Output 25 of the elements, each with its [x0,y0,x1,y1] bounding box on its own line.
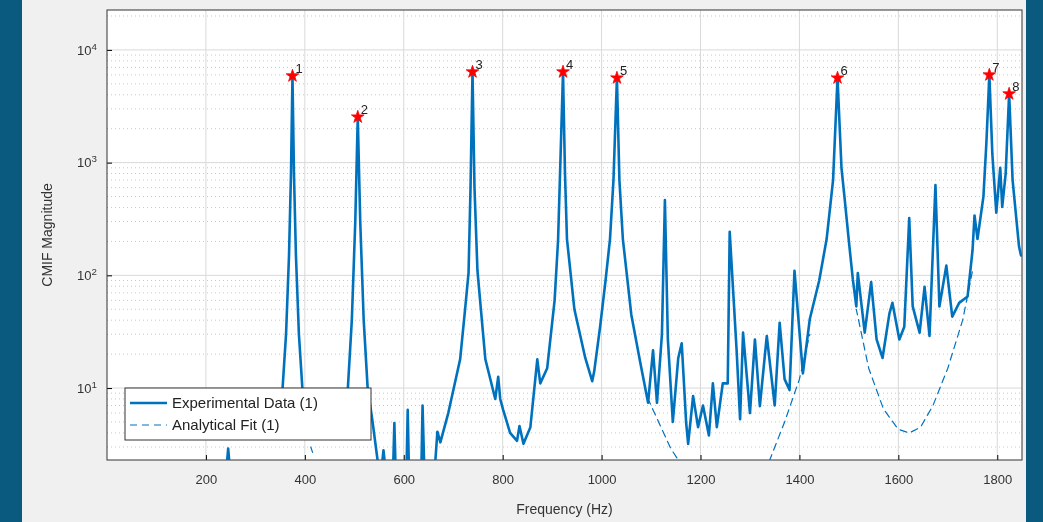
annotation: 1 [295,60,303,76]
y-tick-label: 10$^{1}$ [77,378,97,396]
annotation: 7 [992,59,1000,75]
x-tick-label: 200 [195,471,218,487]
y-axis-title: CMIF Magnitude [39,183,55,287]
annotation: 4 [566,56,574,72]
y-tick-label: 10$^{3}$ [77,152,97,171]
x-tick-label: 400 [294,471,317,487]
annotation: 2 [360,102,368,117]
x-tick-label: 1000 [587,471,617,487]
y-tick-label: 10$^{4}$ [77,40,98,58]
x-tick-label: 600 [393,471,416,487]
x-tick-label: 800 [492,471,515,487]
legend-label: Analytical Fit (1) [172,416,280,434]
x-axis-title: Frequency (Hz) [516,501,613,517]
annotation: 3 [475,56,483,72]
annotation: 6 [840,62,848,78]
annotation: 5 [619,62,628,78]
y-tick-label: 10$^{2}$ [77,265,97,283]
x-tick-label: 1200 [686,471,716,487]
annotation: 8 [1012,78,1020,94]
legend-label: Experimental Data (1) [172,394,318,412]
x-tick-label: 1800 [983,471,1013,487]
x-tick-label: 1400 [785,471,815,487]
x-tick-label: 1600 [884,471,914,487]
